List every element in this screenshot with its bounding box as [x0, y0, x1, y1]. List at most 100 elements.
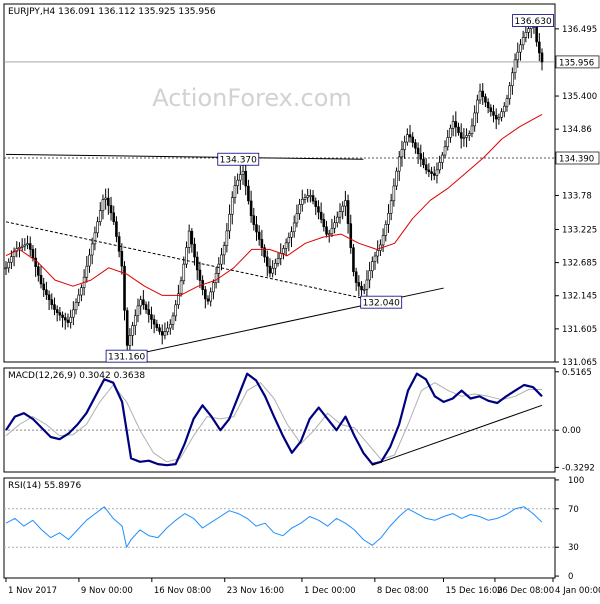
- candle-body: [381, 235, 385, 246]
- price-level-label: 134.390: [559, 154, 594, 164]
- candle-body: [31, 249, 35, 259]
- candle-body: [362, 288, 366, 291]
- macd-line: [5, 372, 543, 467]
- candle-body: [368, 270, 371, 281]
- candle-body: [26, 243, 29, 246]
- candle-body: [198, 269, 202, 281]
- x-axis-label: 26 Dec 08:00: [497, 586, 554, 596]
- macd-axis-label: 0.5165: [562, 368, 592, 378]
- candle-body: [212, 282, 215, 293]
- candle-body: [408, 134, 412, 138]
- candle-body: [354, 271, 358, 283]
- candle-body: [244, 171, 248, 187]
- candle-body: [317, 206, 320, 213]
- price-axis-label: 131.065: [562, 358, 597, 368]
- candle-body: [193, 243, 196, 258]
- candle-body: [88, 254, 91, 267]
- candle-body: [516, 51, 520, 61]
- candle-body: [204, 289, 207, 300]
- candle-body: [300, 199, 304, 205]
- candle-body: [441, 154, 444, 163]
- price-label-box: [105, 349, 148, 363]
- candle-body: [489, 107, 493, 112]
- candle-body: [34, 257, 37, 267]
- candle-body: [322, 219, 326, 228]
- candle-body: [459, 132, 463, 139]
- price-label-box: [360, 295, 403, 309]
- candle-body: [457, 126, 460, 133]
- candle-body: [298, 204, 301, 214]
- candle-body: [225, 230, 229, 246]
- candle-body: [481, 90, 485, 97]
- candle-body: [265, 256, 269, 267]
- candle-body: [174, 304, 177, 317]
- macd-axis-label: 0.00: [562, 426, 581, 436]
- price-axis-label: 132.145: [562, 292, 597, 302]
- price-axis-label: 132.685: [562, 259, 597, 269]
- macd-axis-label: -0.3292: [562, 463, 595, 473]
- candle-body: [66, 319, 70, 323]
- candle-body: [136, 305, 140, 317]
- candle-body: [72, 309, 75, 318]
- candle-body: [387, 213, 390, 225]
- candle-body: [109, 205, 113, 214]
- candle-body: [311, 195, 315, 202]
- candle-body: [28, 243, 32, 250]
- candle-body: [352, 247, 355, 272]
- candle-body: [252, 215, 256, 225]
- candle-body: [538, 41, 541, 54]
- x-axis-label: 23 Nov 16:00: [227, 586, 284, 596]
- candle-body: [77, 294, 81, 303]
- candle-body: [58, 312, 62, 316]
- candle-body: [217, 263, 221, 274]
- candle-body: [527, 28, 530, 33]
- candle-body: [422, 158, 425, 166]
- candle-body: [50, 299, 54, 305]
- candle-body: [414, 142, 417, 149]
- candle-body: [521, 37, 525, 46]
- candle-body: [419, 153, 423, 160]
- candle-body: [271, 267, 274, 274]
- price-label-box: [512, 14, 554, 27]
- candle-body: [287, 236, 291, 244]
- price-axis-label: 131.605: [562, 325, 597, 335]
- price-trendline: [5, 153, 364, 160]
- candle-body: [128, 335, 132, 346]
- candle-body: [341, 205, 344, 212]
- candle-body: [177, 293, 180, 306]
- candle-body: [333, 222, 336, 229]
- candle-body: [179, 280, 183, 294]
- candle-body: [152, 319, 156, 325]
- x-axis-label: 4 Jan 00:00: [555, 586, 600, 596]
- candle-body: [61, 314, 64, 318]
- candle-body: [357, 282, 361, 287]
- candle-body: [144, 304, 148, 310]
- candle-body: [249, 200, 253, 216]
- candle-body: [435, 169, 439, 176]
- candle-body: [384, 224, 388, 236]
- candle-body: [139, 299, 142, 307]
- candle-body: [335, 216, 339, 223]
- price-axis-label: 134.86: [562, 125, 592, 135]
- candle-body: [505, 98, 509, 107]
- x-axis-label: 1 Nov 2017: [8, 586, 57, 596]
- candle-body: [465, 135, 468, 138]
- candle-body: [93, 232, 97, 245]
- candle-body: [23, 244, 27, 247]
- candle-body: [279, 253, 283, 259]
- candle-body: [392, 185, 396, 202]
- candle-body: [112, 212, 116, 222]
- candle-body: [478, 90, 482, 101]
- candle-body: [222, 245, 226, 256]
- candle-body: [406, 134, 409, 143]
- candle-body: [228, 213, 231, 232]
- candle-body: [519, 44, 522, 53]
- candle-body: [274, 263, 277, 269]
- candle-body: [190, 230, 194, 245]
- candle-body: [104, 197, 107, 200]
- candle-body: [416, 147, 420, 154]
- candle-body: [255, 224, 258, 233]
- candle-body: [360, 285, 363, 291]
- candle-body: [397, 156, 401, 172]
